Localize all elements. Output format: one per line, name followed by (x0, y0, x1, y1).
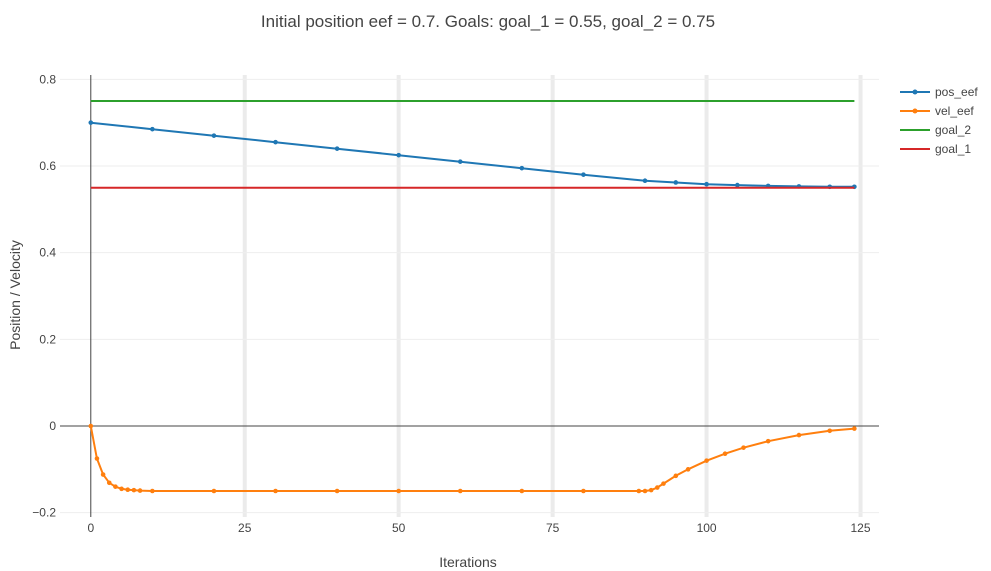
data-point-vel-eef (673, 473, 679, 479)
x-tick-label: 25 (238, 521, 252, 535)
data-point-pos-eef (735, 182, 740, 188)
plot-area: 0 25 50 75 100 125 −0.2 0 0.2 0.4 0.6 0.8 (32, 72, 879, 535)
data-point-vel-eef (137, 488, 143, 493)
data-point-vel-eef (106, 480, 112, 486)
data-point-vel-eef (396, 488, 401, 494)
data-point-vel-eef (796, 432, 802, 438)
data-point-vel-eef (685, 467, 691, 472)
data-point-pos-eef (642, 178, 648, 184)
data-point-vel-eef (765, 438, 771, 444)
chart-title: Initial position eef = 0.7. Goals: goal_… (261, 12, 715, 31)
legend-label-pos-eef: pos_eef (935, 85, 978, 99)
y-tick-label: 0.2 (39, 332, 56, 346)
data-point-vel-eef (119, 486, 124, 492)
data-point-pos-eef (581, 172, 586, 177)
x-tick-label: 50 (392, 521, 406, 535)
data-point-pos-eef (211, 133, 217, 138)
series-line-vel-eef (89, 425, 855, 492)
data-point-vel-eef (150, 488, 155, 494)
data-point-vel-eef (273, 488, 278, 494)
data-point-vel-eef (211, 488, 217, 494)
y-tick-label: 0.8 (39, 72, 56, 86)
data-point-vel-eef (722, 451, 728, 457)
data-point-vel-eef (827, 428, 833, 434)
data-point-pos-eef (704, 181, 709, 187)
data-point-pos-eef (519, 165, 525, 171)
data-point-pos-eef (673, 180, 679, 185)
data-point-vel-eef (94, 456, 100, 461)
data-point-vel-eef (457, 488, 463, 494)
legend: pos_eef vel_eef goal_2 goal_1 (900, 85, 978, 156)
x-tick-label: 0 (87, 521, 94, 535)
data-point-pos-eef (457, 159, 463, 164)
legend-label-goal-1: goal_1 (935, 142, 971, 156)
y-axis-title: Position / Velocity (7, 240, 23, 350)
data-point-pos-eef (88, 120, 94, 125)
data-point-vel-eef (581, 488, 586, 494)
data-point-vel-eef (655, 485, 660, 490)
y-tick-label: 0 (49, 419, 56, 433)
x-tick-label: 100 (697, 521, 717, 535)
y-tick-label: 0.6 (39, 159, 56, 173)
data-point-pos-eef (334, 146, 340, 151)
data-point-vel-eef (704, 458, 709, 463)
data-point-pos-eef (396, 152, 401, 158)
y-tick-label: −0.2 (32, 506, 56, 520)
data-point-vel-eef (519, 488, 525, 494)
data-point-vel-eef (125, 487, 131, 493)
data-point-pos-eef (150, 126, 155, 132)
x-tick-label: 125 (851, 521, 871, 535)
x-axis-title: Iterations (439, 554, 497, 570)
data-point-vel-eef (741, 445, 746, 450)
data-point-pos-eef (273, 139, 278, 145)
legend-marker-pos-eef (912, 89, 918, 95)
data-point-vel-eef (131, 487, 137, 493)
data-point-vel-eef (88, 423, 94, 429)
data-point-vel-eef (334, 488, 340, 494)
data-point-vel-eef (100, 472, 106, 477)
data-point-vel-eef (642, 488, 648, 494)
x-tick-label: 75 (546, 521, 560, 535)
data-point-vel-eef (113, 484, 118, 489)
data-point-vel-eef (648, 487, 654, 493)
data-point-vel-eef (852, 426, 857, 431)
legend-label-goal-2: goal_2 (935, 123, 971, 137)
series-line-pos-eef (90, 121, 855, 188)
legend-label-vel-eef: vel_eef (935, 104, 974, 118)
legend-marker-vel-eef (912, 108, 918, 114)
y-tick-label: 0.4 (39, 246, 56, 260)
data-point-vel-eef (661, 481, 666, 486)
data-point-vel-eef (636, 488, 642, 494)
